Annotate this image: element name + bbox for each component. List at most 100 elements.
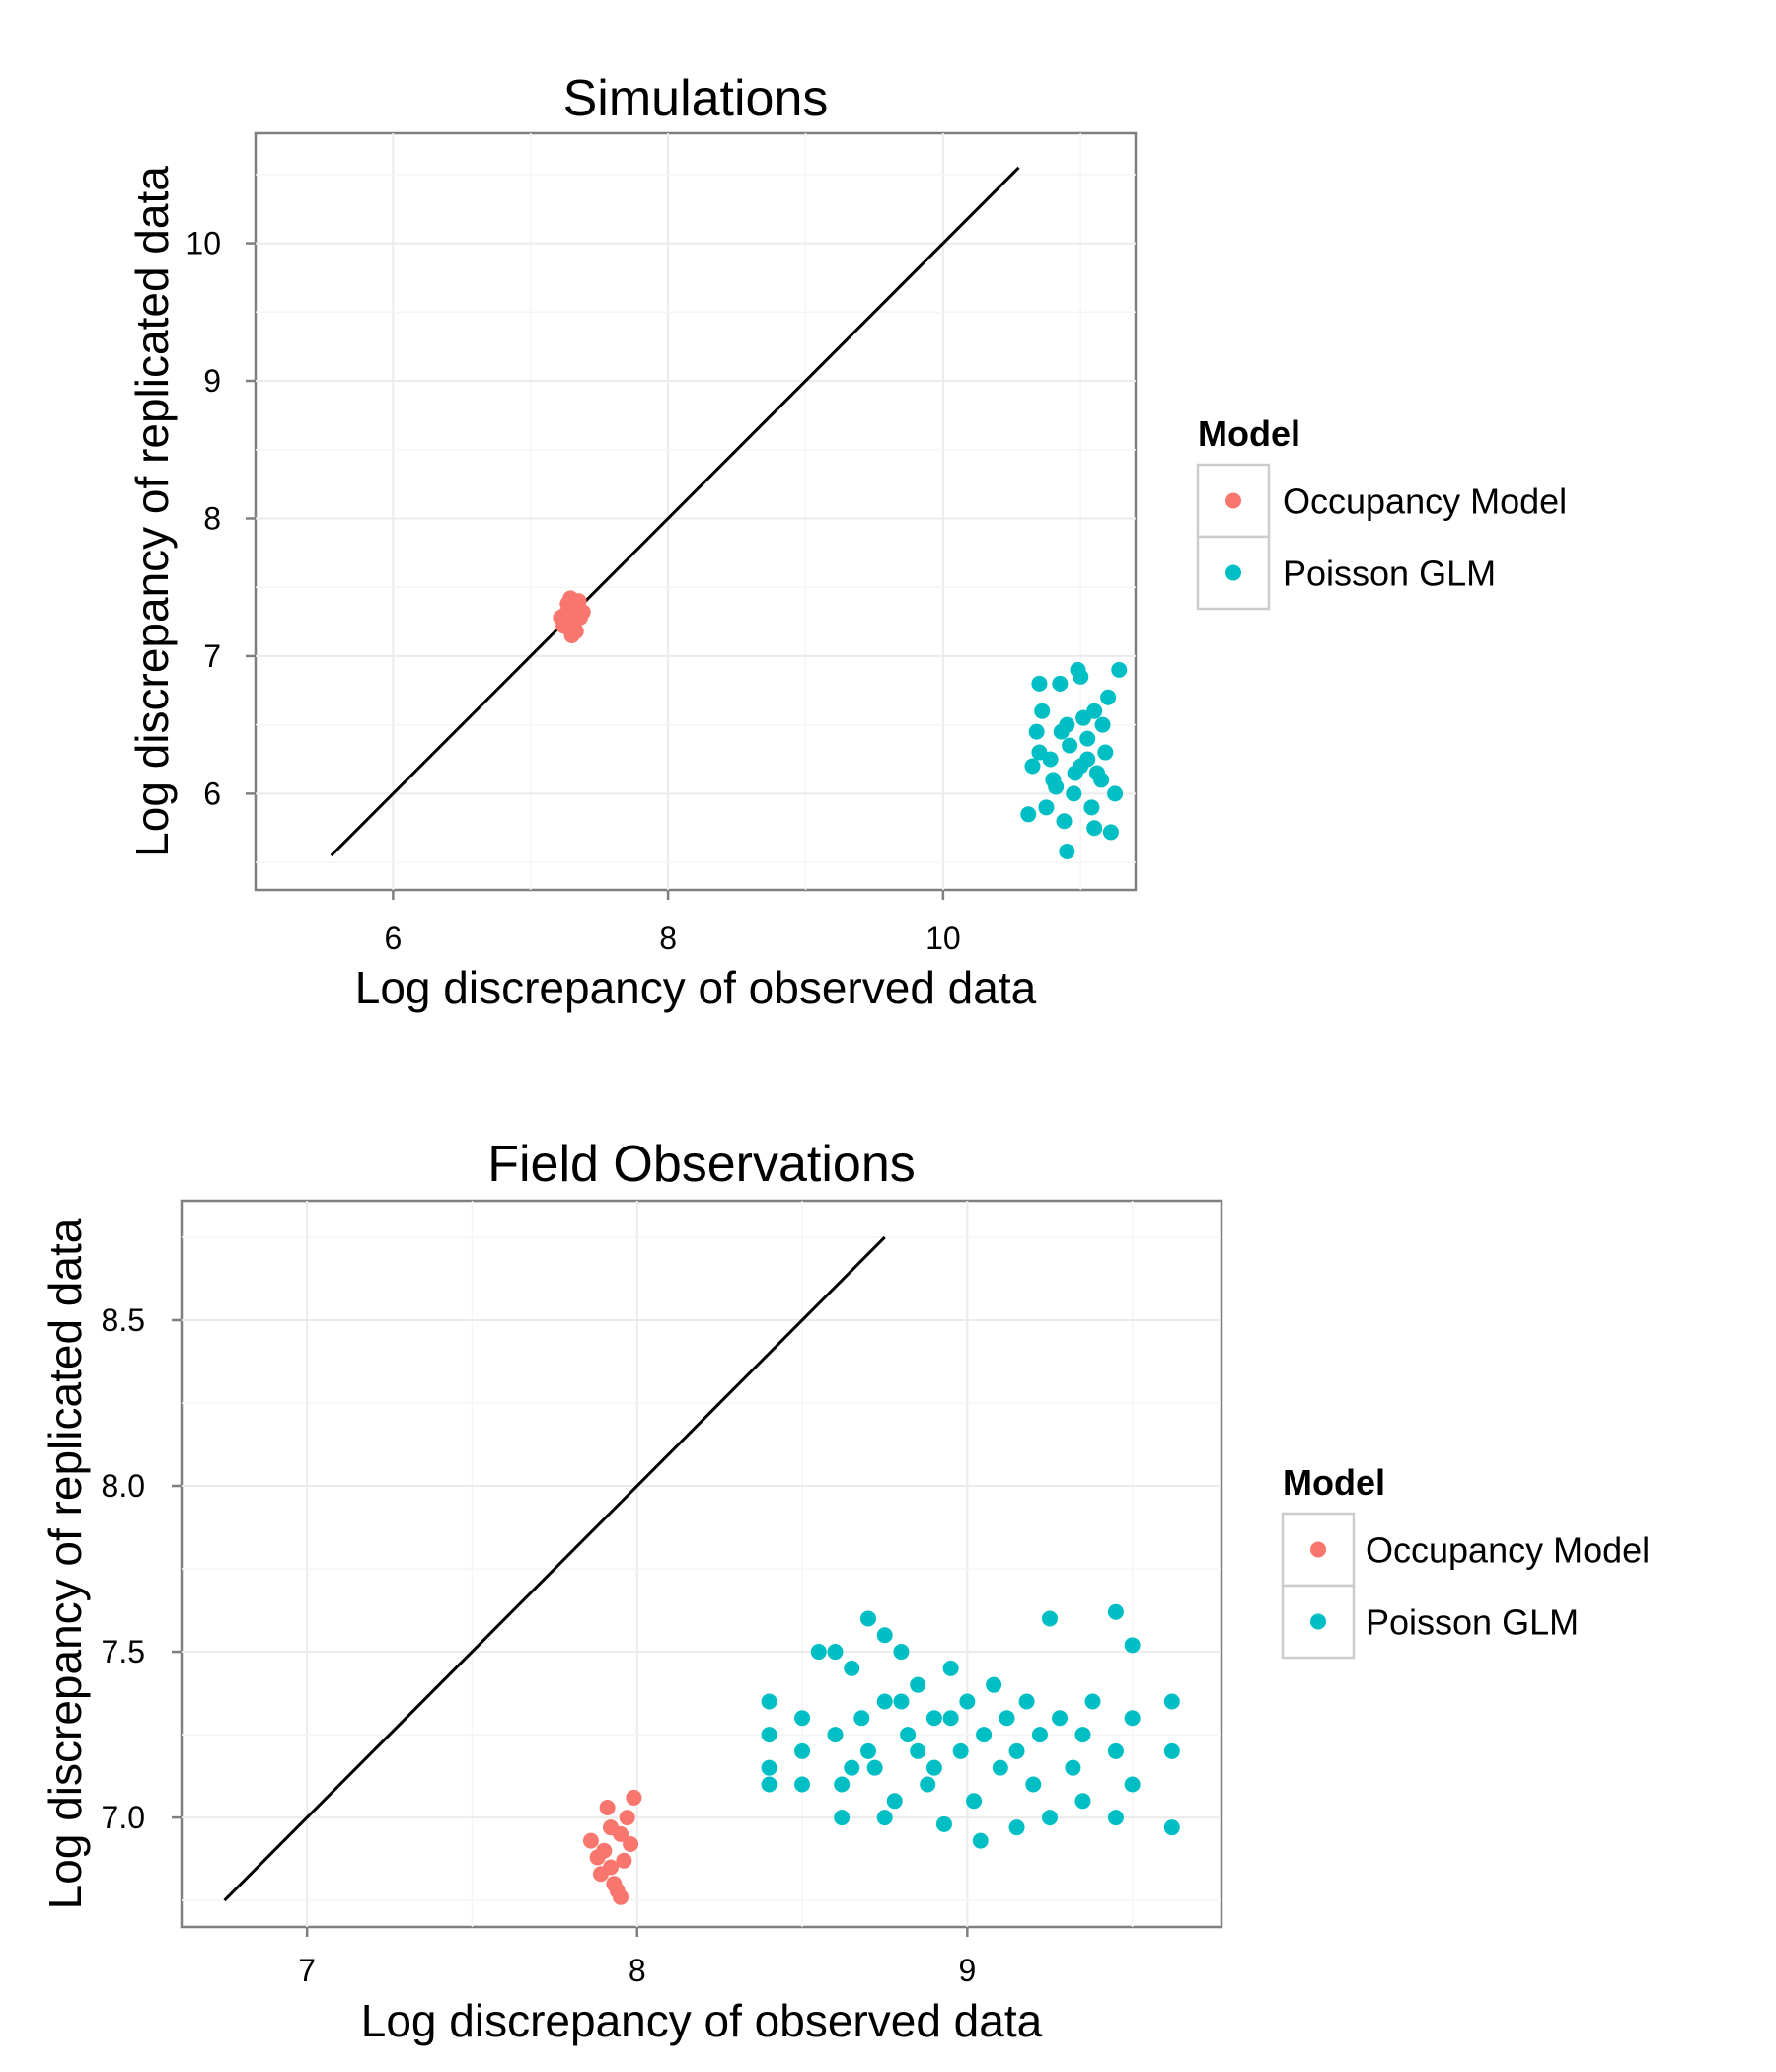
poisson-point	[1074, 1727, 1091, 1743]
poisson-point	[1042, 1810, 1059, 1826]
poisson-point	[1025, 1776, 1042, 1793]
poisson-point	[952, 1742, 969, 1759]
y-tick-label: 7.0	[102, 1800, 145, 1835]
poisson-point	[1042, 1610, 1059, 1627]
poisson-point	[844, 1759, 860, 1776]
poisson-point	[1100, 689, 1117, 705]
poisson-point	[893, 1693, 910, 1710]
poisson-point	[1107, 785, 1124, 802]
legend-dot-poisson	[1225, 564, 1241, 581]
poisson-point	[1053, 723, 1070, 740]
poisson-point	[1048, 778, 1065, 795]
poisson-point	[1059, 843, 1075, 859]
poisson-point	[853, 1710, 870, 1727]
poisson-point	[1163, 1819, 1180, 1836]
poisson-point	[834, 1776, 851, 1793]
y-tick-label: 10	[185, 226, 221, 261]
poisson-point	[1107, 1810, 1124, 1826]
poisson-point	[844, 1660, 860, 1676]
y-tick-label: 8.5	[102, 1302, 145, 1338]
x-axis-title: Log discrepancy of observed data	[355, 962, 1037, 1013]
poisson-point	[1073, 668, 1089, 685]
y-tick-label: 8	[203, 500, 221, 536]
poisson-point	[1031, 1727, 1048, 1743]
occupancy-point	[557, 612, 574, 629]
poisson-point	[866, 1759, 883, 1776]
poisson-point	[761, 1693, 777, 1710]
poisson-point	[1008, 1742, 1025, 1759]
occupancy-point	[613, 1888, 629, 1905]
poisson-point	[1083, 799, 1100, 816]
legend-label-poisson: Poisson GLM	[1283, 554, 1496, 594]
gridlines	[182, 1201, 1221, 1927]
poisson-point	[1163, 1742, 1180, 1759]
poisson-point	[1088, 765, 1105, 781]
poisson-point	[827, 1727, 844, 1743]
poisson-point	[761, 1727, 777, 1743]
poisson-point	[810, 1644, 827, 1661]
tick-labels: 6 8 10 6 7 8 9 10	[185, 226, 960, 956]
poisson-point	[1079, 730, 1096, 747]
poisson-point	[1062, 737, 1078, 754]
poisson-point	[876, 1693, 893, 1710]
x-axis-title: Log discrepancy of observed data	[361, 1995, 1043, 2046]
y-tick-label: 7.5	[102, 1634, 145, 1669]
poisson-point	[976, 1727, 993, 1743]
poisson-point	[1124, 1710, 1141, 1727]
poisson-point	[1163, 1693, 1180, 1710]
poisson-point	[1038, 799, 1055, 816]
plot-panel	[180, 1199, 1223, 1929]
poisson-point	[1086, 820, 1103, 837]
y-axis-title: Log discrepancy of replicated data	[39, 1218, 91, 1909]
poisson-point	[834, 1810, 851, 1826]
poisson-point	[761, 1776, 777, 1793]
reference-line-y-equals-x	[223, 1235, 886, 1902]
poisson-point	[972, 1832, 989, 1849]
plot-panel	[254, 131, 1138, 892]
poisson-point	[794, 1710, 811, 1727]
legend-label-occupancy: Occupancy Model	[1283, 481, 1567, 522]
poisson-point	[1052, 1710, 1069, 1727]
poisson-point	[1097, 744, 1114, 761]
occupancy-point	[592, 1866, 609, 1883]
chart-title: Simulations	[563, 70, 829, 127]
poisson-point	[925, 1710, 942, 1727]
poisson-point	[1067, 765, 1083, 781]
occupancy-point	[562, 590, 579, 607]
poisson-point	[1107, 1603, 1124, 1620]
y-axis-title: Log discrepancy of replicated data	[126, 166, 178, 857]
poisson-point	[910, 1742, 926, 1759]
poisson-point	[942, 1660, 959, 1676]
legend-dot-occupancy	[1225, 492, 1241, 509]
reference-line	[330, 166, 1020, 857]
poisson-point	[1042, 751, 1059, 768]
poisson-point	[1020, 806, 1037, 823]
poisson-point	[893, 1644, 910, 1661]
occupancy-point	[589, 1849, 606, 1866]
poisson-point	[859, 1610, 876, 1627]
y-tick-label: 9	[203, 363, 221, 399]
poisson-point	[900, 1727, 917, 1743]
points-layer	[553, 590, 1128, 859]
poisson-point	[966, 1793, 983, 1810]
poisson-point	[910, 1676, 926, 1693]
poisson-point	[1066, 785, 1082, 802]
x-tick-label: 6	[384, 921, 402, 956]
legend: Model Occupancy Model Poisson GLM	[1281, 1462, 1650, 1660]
poisson-point	[876, 1810, 893, 1826]
poisson-point	[999, 1710, 1015, 1727]
poisson-point	[986, 1676, 1002, 1693]
poisson-point	[1056, 813, 1073, 830]
poisson-point	[1065, 1759, 1081, 1776]
poisson-point	[935, 1815, 952, 1832]
poisson-point	[1074, 1793, 1091, 1810]
tick-labels: 7 8 9 7.0 7.5 8.0 8.5	[102, 1302, 977, 1988]
chart-title: Field Observations	[487, 1136, 916, 1193]
poisson-point	[794, 1776, 811, 1793]
y-tick-label: 6	[203, 776, 221, 811]
poisson-point	[1024, 758, 1041, 775]
occupancy-point	[623, 1835, 639, 1852]
x-tick-label: 8	[629, 1953, 646, 1988]
occupancy-point	[626, 1789, 642, 1806]
